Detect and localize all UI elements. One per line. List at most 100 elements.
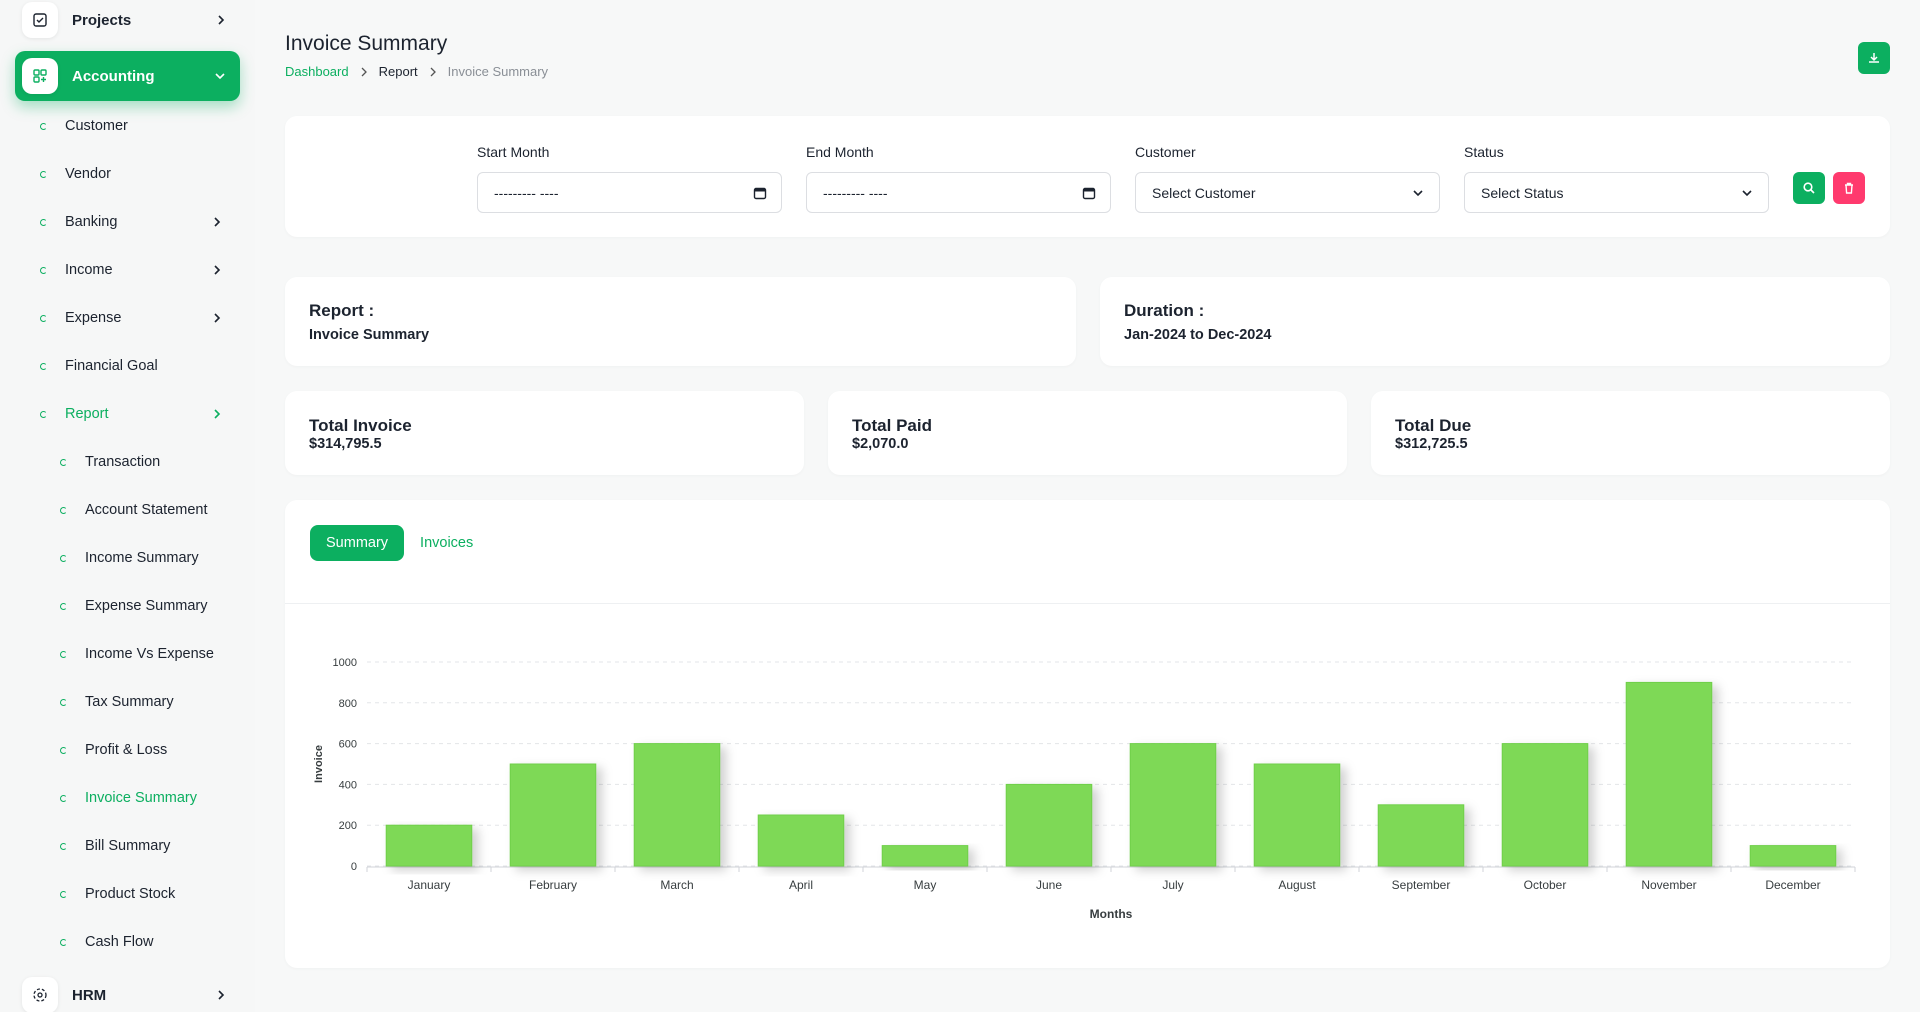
dot-icon	[60, 506, 67, 514]
chevron-right-icon	[214, 409, 221, 419]
calendar-icon	[1082, 187, 1096, 199]
chevron-right-icon	[214, 265, 221, 275]
y-tick-label: 0	[351, 861, 357, 873]
sidebar-item-label: Income Summary	[85, 550, 199, 566]
total-due-label: Total Due	[1395, 416, 1472, 435]
nav-accounting-label: Accounting	[72, 67, 155, 85]
sidebar-item-report[interactable]: Report	[40, 406, 223, 422]
start-month-input[interactable]: --------- ----	[477, 172, 782, 213]
breadcrumb-report[interactable]: Report	[378, 64, 418, 79]
dot-icon	[60, 602, 67, 610]
start-month-label: Start Month	[477, 144, 550, 160]
sidebar-item-label: Banking	[65, 214, 118, 230]
users-icon	[22, 977, 58, 1012]
download-button[interactable]	[1858, 42, 1890, 74]
x-tick-label: June	[1036, 878, 1062, 892]
x-tick-label: November	[1641, 878, 1696, 892]
status-group: Status Select Status	[1464, 144, 1769, 213]
sidebar-item-vendor[interactable]: Vendor	[40, 166, 111, 182]
nav-hrm[interactable]: HRM	[22, 977, 227, 1012]
nav-accounting[interactable]: Accounting	[15, 51, 240, 101]
x-tick-label: August	[1278, 878, 1316, 892]
dot-icon	[60, 698, 67, 706]
sidebar-item-invoice-summary[interactable]: Invoice Summary	[60, 790, 197, 806]
sidebar-item-product-stock[interactable]: Product Stock	[60, 886, 175, 902]
sidebar-item-account-statement[interactable]: Account Statement	[60, 502, 208, 518]
start-month-group: Start Month --------- ----	[477, 144, 782, 213]
status-select[interactable]: Select Status	[1464, 172, 1769, 213]
dot-icon	[60, 938, 67, 946]
total-invoice-label: Total Invoice	[309, 416, 412, 435]
sidebar-item-profit-loss[interactable]: Profit & Loss	[60, 742, 167, 758]
dot-icon	[60, 458, 67, 466]
dot-icon	[40, 218, 47, 226]
x-tick-label: January	[408, 878, 451, 892]
sidebar-item-label: Cash Flow	[85, 934, 154, 950]
bar	[1005, 783, 1093, 867]
duration-value: Jan-2024 to Dec-2024	[1124, 327, 1272, 343]
sidebar-item-transaction[interactable]: Transaction	[60, 454, 160, 470]
sidebar: Projects Accounting Customer Vendor Bank…	[0, 0, 255, 1012]
sidebar-item-label: Financial Goal	[65, 358, 158, 374]
bar	[1377, 804, 1465, 867]
end-month-value: --------- ----	[823, 184, 888, 201]
report-card: Report : Invoice Summary	[285, 277, 1076, 366]
bar	[1501, 743, 1589, 867]
tabs: Summary Invoices	[310, 525, 489, 561]
sidebar-item-tax-summary[interactable]: Tax Summary	[60, 694, 174, 710]
y-tick-label: 800	[339, 698, 357, 710]
y-tick-label: 200	[339, 820, 357, 832]
y-tick-label: 600	[339, 739, 357, 751]
dot-icon	[40, 266, 47, 274]
tab-summary[interactable]: Summary	[310, 525, 405, 561]
sidebar-item-income-vs-expense[interactable]: Income Vs Expense	[60, 646, 214, 662]
sidebar-item-label: Invoice Summary	[85, 790, 198, 806]
sidebar-item-label: Profit & Loss	[85, 742, 168, 758]
nav-projects[interactable]: Projects	[22, 2, 227, 38]
customer-select[interactable]: Select Customer	[1135, 172, 1440, 213]
report-title: Report :	[309, 301, 375, 320]
end-month-input[interactable]: --------- ----	[806, 172, 1111, 213]
dot-icon	[60, 794, 67, 802]
chevron-right-icon	[214, 217, 221, 227]
customer-group: Customer Select Customer	[1135, 144, 1440, 213]
total-due-value: $312,725.5	[1395, 436, 1468, 452]
sidebar-item-banking[interactable]: Banking	[40, 214, 223, 230]
total-invoice-value: $314,795.5	[309, 436, 382, 452]
breadcrumb-current: Invoice Summary	[447, 64, 549, 79]
chevron-right-icon	[361, 67, 367, 76]
breadcrumb-dashboard[interactable]: Dashboard	[285, 64, 349, 79]
sidebar-item-bill-summary[interactable]: Bill Summary	[60, 838, 170, 854]
bar	[1749, 845, 1837, 867]
filter-card: Start Month --------- ---- End Month ---…	[285, 116, 1890, 237]
apps-icon	[22, 58, 58, 94]
sidebar-item-label: Vendor	[65, 166, 111, 182]
sidebar-item-income[interactable]: Income	[40, 262, 223, 278]
chevron-right-icon	[218, 990, 225, 1000]
bar	[1129, 743, 1217, 867]
y-tick-label: 1000	[333, 657, 357, 669]
trash-icon	[1845, 182, 1853, 194]
tab-invoices[interactable]: Invoices	[420, 535, 474, 551]
search-button[interactable]	[1793, 172, 1825, 204]
sidebar-item-label: Customer	[65, 118, 128, 134]
breadcrumb: Dashboard Report Invoice Summary	[285, 64, 548, 79]
customer-label: Customer	[1135, 144, 1196, 160]
sidebar-item-financial-goal[interactable]: Financial Goal	[40, 358, 158, 374]
sidebar-item-label: Tax Summary	[85, 694, 174, 710]
duration-card: Duration : Jan-2024 to Dec-2024	[1100, 277, 1890, 366]
report-value: Invoice Summary	[309, 327, 430, 343]
sidebar-item-customer[interactable]: Customer	[40, 118, 128, 134]
checkbox-icon	[22, 2, 58, 38]
clear-filter-button[interactable]	[1833, 172, 1865, 204]
sidebar-item-label: Income	[65, 262, 113, 278]
sidebar-item-expense[interactable]: Expense	[40, 310, 223, 326]
sidebar-item-label: Income Vs Expense	[85, 646, 214, 662]
sidebar-item-label: Expense Summary	[85, 598, 208, 614]
sidebar-item-income-summary[interactable]: Income Summary	[60, 550, 199, 566]
x-tick-label: October	[1524, 878, 1567, 892]
sidebar-item-expense-summary[interactable]: Expense Summary	[60, 598, 208, 614]
y-tick-label: 400	[339, 779, 357, 791]
bar	[385, 824, 473, 867]
sidebar-item-cash-flow[interactable]: Cash Flow	[60, 934, 154, 950]
